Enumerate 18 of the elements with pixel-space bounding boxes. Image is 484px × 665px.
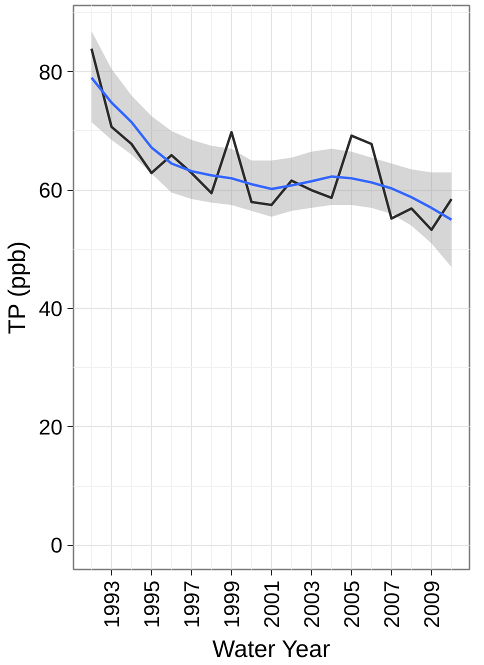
- y-tick-label: 20: [38, 415, 63, 440]
- x-tick-label: 2007: [380, 580, 404, 628]
- y-tick-label: 60: [38, 178, 63, 203]
- x-axis-title: Water Year: [212, 636, 330, 663]
- x-tick-label: 1995: [140, 580, 164, 628]
- x-tick-label: 2003: [300, 580, 324, 628]
- y-tick-label: 40: [38, 297, 63, 322]
- y-axis-title: TP (ppb): [4, 241, 31, 334]
- y-tick-label: 0: [50, 534, 63, 558]
- x-tick-label: 2009: [420, 580, 444, 628]
- x-tick-label: 1997: [180, 580, 204, 628]
- line-series: [90, 47, 453, 232]
- x-tick-label: 1999: [220, 580, 244, 628]
- line-series: [90, 76, 453, 221]
- x-tick-label: 1993: [100, 580, 124, 628]
- y-tick-label: 80: [38, 60, 63, 84]
- x-tick-label: 2005: [340, 580, 364, 628]
- x-tick-label: 2001: [260, 580, 284, 628]
